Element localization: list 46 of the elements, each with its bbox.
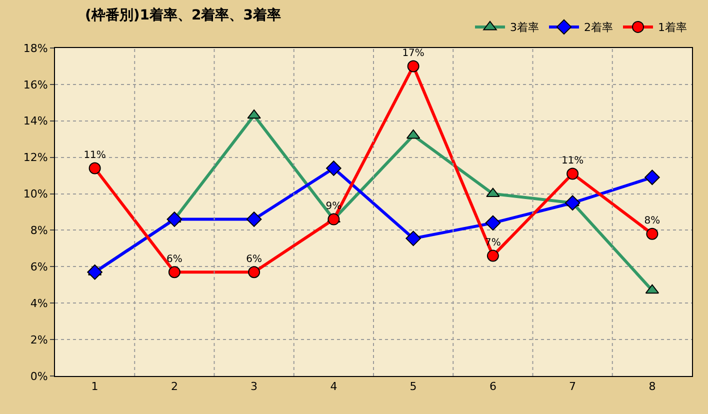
y-tick-label: 16% (23, 78, 48, 92)
legend-label: 3着率 (510, 21, 539, 34)
data-label: 17% (402, 48, 424, 59)
data-label: 11% (84, 150, 106, 161)
x-tick-label: 2 (170, 380, 178, 394)
point (566, 168, 579, 180)
x-tick-label: 8 (648, 380, 656, 394)
y-tick-label: 14% (23, 114, 48, 128)
data-label: 6% (246, 254, 262, 265)
y-tick-label: 10% (23, 188, 48, 201)
point (246, 212, 262, 227)
point (328, 213, 340, 226)
data-label: 11% (561, 155, 584, 166)
point (564, 195, 580, 211)
point (166, 212, 182, 227)
y-tick-label: 0% (30, 370, 48, 383)
x-tick-label: 6 (489, 380, 496, 394)
y-tick-label: 6% (30, 260, 48, 274)
point (87, 264, 102, 280)
point (168, 266, 180, 278)
y-tick-label: 18% (23, 42, 48, 55)
point (407, 60, 420, 72)
data-label: 8% (644, 215, 660, 226)
legend-label: 2着率 (584, 21, 613, 34)
point (406, 230, 421, 246)
legend-label: 1着率 (658, 21, 687, 34)
point (248, 266, 260, 278)
point (247, 109, 261, 119)
y-tick-label: 12% (23, 151, 48, 164)
chart-title: (枠番別)1着率、2着率、3着率 (84, 6, 281, 24)
point (88, 162, 101, 174)
x-tick-label: 5 (410, 380, 417, 394)
y-tick-label: 4% (30, 296, 48, 310)
data-label: 6% (166, 254, 182, 265)
point (644, 170, 660, 186)
x-tick-label: 3 (250, 380, 258, 394)
point (646, 228, 658, 240)
x-tick-label: 7 (569, 380, 576, 394)
y-tick-label: 8% (30, 224, 48, 238)
point (486, 250, 499, 262)
y-tick-label: 2% (30, 333, 48, 346)
point (485, 215, 501, 231)
point (486, 188, 500, 198)
x-tick-label: 1 (91, 380, 98, 394)
point (326, 160, 342, 176)
x-tick-label: 4 (330, 380, 338, 394)
